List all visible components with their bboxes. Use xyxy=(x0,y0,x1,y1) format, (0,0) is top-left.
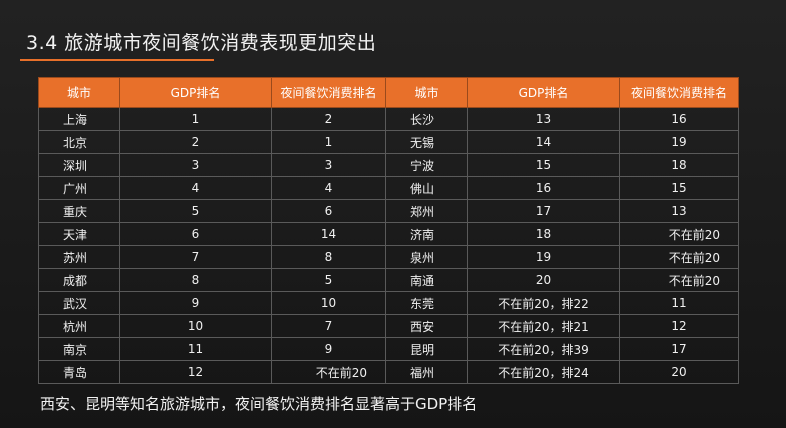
cell-city: 佛山 xyxy=(385,176,468,200)
cell-city: 宁波 xyxy=(385,153,468,177)
cell-night-dining-rank: 13 xyxy=(619,199,739,223)
cell-city: 长沙 xyxy=(385,107,468,131)
cell-gdp-rank: 不在前20，排24 xyxy=(467,360,620,384)
cell-night-dining-rank: 不在前20 xyxy=(271,360,386,384)
table-row: 南京 11 9 昆明 不在前20，排39 17 xyxy=(38,337,739,361)
cell-city: 成都 xyxy=(38,268,120,292)
cell-night-dining-rank: 5 xyxy=(271,268,386,292)
table-body: 上海 1 2 长沙 13 16 北京 2 1 无锡 14 19 深圳 3 3 宁波 15 18 广州 4 4 佛山 16 15… xyxy=(38,107,739,384)
header-night-dining-rank-right: 夜间餐饮消费排名 xyxy=(619,77,739,108)
header-city-left: 城市 xyxy=(38,77,120,108)
cell-gdp-rank: 11 xyxy=(119,337,272,361)
table-row: 天津 6 14 济南 18 不在前20 xyxy=(38,222,739,246)
cell-city: 天津 xyxy=(38,222,120,246)
table-row: 苏州 7 8 泉州 19 不在前20 xyxy=(38,245,739,269)
cell-city: 杭州 xyxy=(38,314,120,338)
cell-city: 武汉 xyxy=(38,291,120,315)
cell-city: 西安 xyxy=(385,314,468,338)
cell-gdp-rank: 17 xyxy=(467,199,620,223)
cell-city: 昆明 xyxy=(385,337,468,361)
cell-gdp-rank: 不在前20，排21 xyxy=(467,314,620,338)
cell-night-dining-rank: 6 xyxy=(271,199,386,223)
header-city-right: 城市 xyxy=(385,77,468,108)
cell-gdp-rank: 6 xyxy=(119,222,272,246)
cell-night-dining-rank: 14 xyxy=(271,222,386,246)
cell-gdp-rank: 18 xyxy=(467,222,620,246)
cell-night-dining-rank: 2 xyxy=(271,107,386,131)
table-row: 深圳 3 3 宁波 15 18 xyxy=(38,153,739,177)
cell-gdp-rank: 10 xyxy=(119,314,272,338)
footnote: 西安、昆明等知名旅游城市，夜间餐饮消费排名显著高于GDP排名 xyxy=(40,395,478,413)
cell-night-dining-rank: 1 xyxy=(271,130,386,154)
cell-night-dining-rank: 17 xyxy=(619,337,739,361)
cell-gdp-rank: 8 xyxy=(119,268,272,292)
cell-night-dining-rank: 3 xyxy=(271,153,386,177)
header-night-dining-rank-left: 夜间餐饮消费排名 xyxy=(271,77,386,108)
cell-night-dining-rank: 18 xyxy=(619,153,739,177)
cell-city: 重庆 xyxy=(38,199,120,223)
table-row: 武汉 9 10 东莞 不在前20，排22 11 xyxy=(38,291,739,315)
cell-gdp-rank: 20 xyxy=(467,268,620,292)
cell-gdp-rank: 19 xyxy=(467,245,620,269)
ranking-table: 城市 GDP排名 夜间餐饮消费排名 城市 GDP排名 夜间餐饮消费排名 上海 1 2 长沙 13 1… xyxy=(38,77,739,384)
cell-gdp-rank: 16 xyxy=(467,176,620,200)
cell-night-dining-rank: 7 xyxy=(271,314,386,338)
cell-gdp-rank: 14 xyxy=(467,130,620,154)
cell-city: 南通 xyxy=(385,268,468,292)
cell-city: 济南 xyxy=(385,222,468,246)
cell-gdp-rank: 4 xyxy=(119,176,272,200)
cell-night-dining-rank: 不在前20 xyxy=(619,268,739,292)
cell-night-dining-rank: 不在前20 xyxy=(619,245,739,269)
cell-gdp-rank: 9 xyxy=(119,291,272,315)
cell-city: 上海 xyxy=(38,107,120,131)
cell-city: 无锡 xyxy=(385,130,468,154)
cell-city: 北京 xyxy=(38,130,120,154)
table-header-row: 城市 GDP排名 夜间餐饮消费排名 城市 GDP排名 夜间餐饮消费排名 xyxy=(38,77,739,108)
cell-city: 郑州 xyxy=(385,199,468,223)
table-row: 成都 8 5 南通 20 不在前20 xyxy=(38,268,739,292)
cell-city: 福州 xyxy=(385,360,468,384)
title-underline xyxy=(20,59,214,61)
cell-gdp-rank: 3 xyxy=(119,153,272,177)
cell-night-dining-rank: 16 xyxy=(619,107,739,131)
cell-gdp-rank: 不在前20，排39 xyxy=(467,337,620,361)
table-row: 重庆 5 6 郑州 17 13 xyxy=(38,199,739,223)
cell-night-dining-rank: 9 xyxy=(271,337,386,361)
cell-city: 泉州 xyxy=(385,245,468,269)
cell-gdp-rank: 2 xyxy=(119,130,272,154)
cell-city: 深圳 xyxy=(38,153,120,177)
cell-gdp-rank: 12 xyxy=(119,360,272,384)
table-row: 青岛 12 不在前20 福州 不在前20，排24 20 xyxy=(38,360,739,384)
table-row: 北京 2 1 无锡 14 19 xyxy=(38,130,739,154)
cell-gdp-rank: 5 xyxy=(119,199,272,223)
cell-gdp-rank: 不在前20，排22 xyxy=(467,291,620,315)
header-gdp-rank-right: GDP排名 xyxy=(467,77,620,108)
cell-city: 广州 xyxy=(38,176,120,200)
cell-night-dining-rank: 11 xyxy=(619,291,739,315)
cell-city: 东莞 xyxy=(385,291,468,315)
table-row: 广州 4 4 佛山 16 15 xyxy=(38,176,739,200)
table-row: 上海 1 2 长沙 13 16 xyxy=(38,107,739,131)
cell-night-dining-rank: 20 xyxy=(619,360,739,384)
cell-night-dining-rank: 8 xyxy=(271,245,386,269)
cell-gdp-rank: 1 xyxy=(119,107,272,131)
cell-night-dining-rank: 10 xyxy=(271,291,386,315)
cell-city: 南京 xyxy=(38,337,120,361)
cell-city: 苏州 xyxy=(38,245,120,269)
cell-night-dining-rank: 19 xyxy=(619,130,739,154)
table-row: 杭州 10 7 西安 不在前20，排21 12 xyxy=(38,314,739,338)
cell-night-dining-rank: 12 xyxy=(619,314,739,338)
header-gdp-rank-left: GDP排名 xyxy=(119,77,272,108)
cell-gdp-rank: 7 xyxy=(119,245,272,269)
cell-gdp-rank: 13 xyxy=(467,107,620,131)
cell-night-dining-rank: 15 xyxy=(619,176,739,200)
cell-night-dining-rank: 4 xyxy=(271,176,386,200)
cell-city: 青岛 xyxy=(38,360,120,384)
page-title: 3.4 旅游城市夜间餐饮消费表现更加突出 xyxy=(26,32,377,54)
cell-gdp-rank: 15 xyxy=(467,153,620,177)
cell-night-dining-rank: 不在前20 xyxy=(619,222,739,246)
